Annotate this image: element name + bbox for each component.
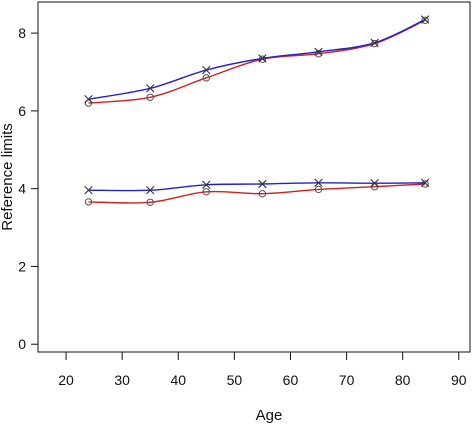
y-tick-label: 4: [18, 181, 26, 197]
plot-frame: [37, 1, 471, 353]
data-point-cross: [84, 95, 93, 104]
data-point-circle: [421, 180, 429, 188]
x-tick-label: 30: [114, 372, 130, 388]
data-point-cross: [202, 65, 211, 75]
x-tick-label: 70: [339, 372, 355, 388]
x-axis-title: Age: [256, 407, 283, 424]
data-point-circle: [421, 16, 429, 24]
data-point-cross: [370, 38, 379, 48]
data-point-circle: [84, 198, 93, 206]
data-point-cross: [314, 178, 323, 188]
x-tick-label: 40: [170, 372, 186, 388]
y-tick-label: 2: [18, 258, 26, 274]
data-point-circle: [314, 50, 323, 58]
data-point-cross: [146, 186, 155, 195]
series-0: [84, 16, 429, 107]
data-point-circle: [258, 190, 267, 198]
y-tick-label: 6: [18, 103, 26, 119]
data-point-cross: [84, 186, 93, 195]
data-point-cross: [258, 179, 267, 189]
series-layer: [84, 15, 430, 206]
x-axis: 20 30 40 50 60 70 80 90: [58, 352, 467, 388]
series-line: [88, 183, 426, 204]
data-point-cross: [258, 54, 267, 63]
data-point-circle: [202, 74, 211, 82]
data-point-circle: [202, 188, 211, 196]
data-point-cross: [420, 178, 430, 188]
x-tick-label: 80: [395, 372, 411, 388]
y-axis-title: Reference limits: [0, 123, 16, 231]
data-point-cross: [420, 15, 430, 24]
series-3: [84, 178, 430, 195]
y-axis: 0 2 4 6 8: [18, 25, 38, 352]
x-tick-label: 60: [283, 372, 299, 388]
series-1: [84, 15, 430, 104]
data-point-cross: [146, 84, 155, 93]
data-point-circle: [146, 93, 154, 101]
x-tick-label: 50: [227, 372, 243, 388]
data-point-cross: [202, 180, 211, 189]
data-point-circle: [314, 185, 323, 194]
data-point-cross: [370, 179, 379, 188]
x-tick-label: 20: [58, 372, 74, 388]
series-line: [88, 18, 426, 100]
data-point-cross: [314, 47, 323, 56]
data-point-circle: [146, 198, 154, 206]
y-tick-label: 0: [18, 336, 26, 352]
x-tick-label: 90: [451, 372, 467, 388]
y-tick-label: 8: [18, 25, 26, 41]
